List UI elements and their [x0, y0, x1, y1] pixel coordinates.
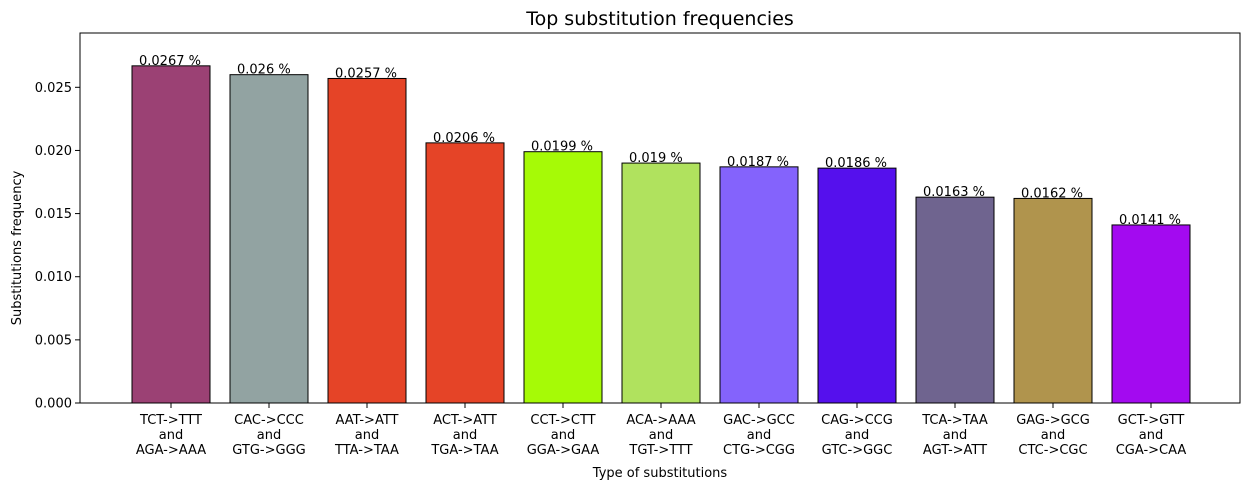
bar-value-label: 0.0199 % — [531, 140, 593, 155]
x-tick-label-line: and — [453, 428, 477, 443]
bar-value-label: 0.0267 % — [139, 54, 201, 69]
bar — [915, 196, 995, 404]
x-tick-label: CAG->CCG and GTC->GGC — [821, 413, 893, 458]
x-tick-label-line: AGT->ATT — [923, 443, 987, 458]
y-tick-label: 0.020 — [35, 144, 72, 159]
x-tick-label: ACA->AAA and TGT->TTT — [626, 413, 695, 458]
bar — [425, 142, 505, 404]
x-tick-label-line: CTG->CGG — [723, 443, 795, 458]
x-tick-label-line: TCT->TTT — [139, 413, 202, 428]
x-tick-label-line: and — [845, 428, 869, 443]
y-tick-label: 0.005 — [35, 333, 72, 348]
bar-value-label: 0.0186 % — [825, 156, 887, 171]
x-tick-label-line: and — [1041, 428, 1065, 443]
bar-value-label: 0.0187 % — [727, 155, 789, 170]
bars-group: 0.0267 % 0.026 % 0.0257 % 0.0206 % 0.0199 % 0… — [131, 54, 1191, 404]
x-tick-label-line: and — [747, 428, 771, 443]
x-tick-label-line: and — [257, 428, 281, 443]
x-tick-label-line: GAG->GCG — [1016, 413, 1090, 428]
bar — [1111, 224, 1191, 404]
y-tick-label: 0.015 — [35, 207, 72, 222]
y-tick-label: 0.010 — [35, 270, 72, 285]
x-tick-label-line: TGA->TAA — [430, 443, 498, 458]
bar — [621, 162, 701, 404]
x-tick-label-line: and — [943, 428, 967, 443]
bar-value-label: 0.019 % — [629, 151, 683, 166]
x-tick-label: TCA->TAA and AGT->ATT — [921, 413, 988, 458]
x-tick-label-line: CCT->CTT — [530, 413, 595, 428]
bar-value-label: 0.0206 % — [433, 131, 495, 146]
x-tick-label-line: GTG->GGG — [232, 443, 305, 458]
x-tick-label-line: and — [355, 428, 379, 443]
bar — [1013, 197, 1093, 404]
x-tick-label: CAC->CCC and GTG->GGG — [232, 413, 305, 458]
bar-value-label: 0.0163 % — [923, 185, 985, 200]
x-tick-label: GCT->GTT and CGA->CAA — [1116, 413, 1187, 458]
bar — [523, 151, 603, 404]
bar — [817, 167, 897, 404]
x-tick-label: GAG->GCG and CTC->CGC — [1016, 413, 1090, 458]
x-tick-label-line: AGA->AAA — [136, 443, 206, 458]
x-tick-label-line: CGA->CAA — [1116, 443, 1187, 458]
x-axis-label: Type of substitutions — [592, 466, 728, 481]
x-tick-label-line: and — [1139, 428, 1163, 443]
x-tick-label-line: CAC->CCC — [234, 413, 304, 428]
bar — [327, 77, 407, 404]
y-tick-label: 0.025 — [35, 81, 72, 96]
bar-value-label: 0.0141 % — [1119, 213, 1181, 228]
x-tick-label-line: TCA->TAA — [921, 413, 988, 428]
chart-title: Top substitution frequencies — [525, 8, 794, 30]
bar-value-label: 0.0162 % — [1021, 186, 1083, 201]
y-axis-label: Substitutions frequency — [10, 170, 25, 325]
x-tick-label-line: GTC->GGC — [822, 443, 893, 458]
bar-value-label: 0.026 % — [237, 63, 291, 78]
y-tick-label: 0.000 — [35, 397, 72, 412]
x-tick-label: AAT->ATT and TTA->TAA — [334, 413, 399, 458]
bar — [229, 74, 309, 404]
plot-frame — [79, 32, 1241, 404]
x-tick-label-line: ACT->ATT — [433, 413, 497, 428]
x-tick-label-line: TTA->TAA — [334, 443, 399, 458]
x-tick-label: TCT->TTT and AGA->AAA — [136, 413, 206, 458]
x-tick-label-line: AAT->ATT — [335, 413, 398, 428]
x-tick-label-line: TGT->TTT — [628, 443, 692, 458]
x-tick-label-line: and — [551, 428, 575, 443]
x-tick-label: GAC->GCC and CTG->CGG — [723, 413, 795, 458]
x-tick-label-line: CAG->CCG — [821, 413, 893, 428]
bar — [719, 166, 799, 404]
x-tick-label-line: CTC->CGC — [1018, 443, 1087, 458]
bar-value-label: 0.0257 % — [335, 66, 397, 81]
x-tick-label-line: ACA->AAA — [626, 413, 695, 428]
x-tick-label-line: GCT->GTT — [1118, 413, 1185, 428]
x-tick-label-line: and — [159, 428, 183, 443]
x-tick-label-line: GGA->GAA — [527, 443, 600, 458]
x-tick-label-line: GAC->GCC — [723, 413, 795, 428]
x-tick-label: CCT->CTT and GGA->GAA — [527, 413, 600, 458]
x-tick-label-line: and — [649, 428, 673, 443]
y-axis: 0.000 0.005 0.010 0.015 0.020 0.025 — [35, 81, 80, 412]
x-tick-label: ACT->ATT and TGA->TAA — [430, 413, 498, 458]
bar — [131, 65, 211, 404]
